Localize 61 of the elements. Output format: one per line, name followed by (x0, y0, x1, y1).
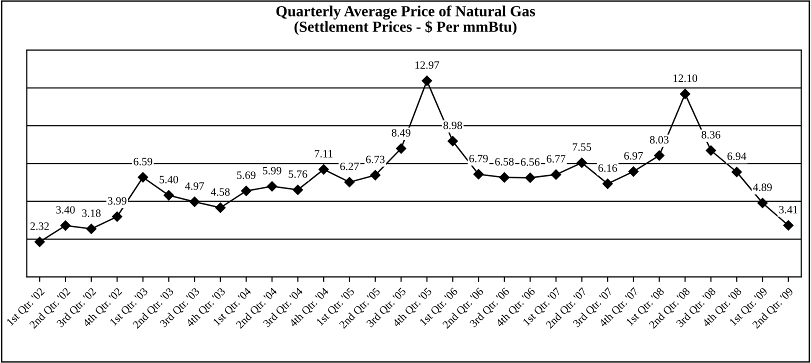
point (757, 198, 768, 208)
point (241, 186, 252, 196)
data-label: 5.40 (160, 176, 178, 184)
point (550, 169, 562, 180)
point (370, 170, 380, 180)
data-label: 6.27 (340, 162, 359, 170)
data-label: 6.94 (727, 152, 746, 160)
data-label: 7.55 (572, 143, 592, 151)
data-label: 5.69 (237, 171, 256, 179)
point (602, 178, 613, 189)
point (422, 76, 432, 86)
data-label: 7.11 (314, 150, 333, 158)
point (86, 224, 96, 234)
data-label: 5.76 (288, 170, 308, 178)
data-label: 6.16 (598, 164, 618, 172)
data-label: 6.58 (495, 158, 514, 166)
point (473, 169, 484, 180)
data-label: 8.36 (702, 131, 720, 139)
point (164, 190, 174, 200)
point (318, 164, 329, 175)
data-label: 6.73 (366, 156, 385, 164)
data-label: 3.41 (779, 206, 798, 214)
point (783, 220, 794, 231)
point (266, 181, 278, 192)
point (706, 145, 716, 156)
data-label: 12.97 (415, 61, 440, 69)
point (215, 202, 226, 213)
data-label: 5.99 (262, 166, 282, 174)
point (396, 143, 406, 154)
point (680, 88, 690, 100)
data-label: 6.79 (469, 154, 488, 162)
point (60, 220, 71, 231)
chart-title: Quarterly Average Price of Natural Gas (Settlement Prices - $ Per mmBtu) (276, 5, 536, 35)
data-label: 4.89 (753, 184, 772, 192)
data-label: 4.97 (185, 182, 204, 190)
data-label: 12.10 (674, 74, 698, 82)
point (525, 172, 536, 183)
data-label: 6.59 (134, 158, 152, 166)
data-label: 3.18 (82, 209, 101, 217)
point (654, 150, 664, 161)
point (576, 158, 587, 168)
data-label: 8.03 (650, 136, 669, 144)
point (292, 184, 303, 195)
point (499, 172, 510, 183)
point (448, 136, 458, 146)
data-label: 8.49 (392, 129, 410, 137)
data-label: 2.32 (30, 222, 49, 230)
point (112, 212, 122, 222)
data-label: 3.40 (56, 206, 75, 214)
data-label: 8.98 (443, 122, 462, 130)
point (34, 236, 45, 247)
point (732, 166, 742, 178)
point (138, 172, 148, 182)
data-label: 6.56 (520, 158, 540, 166)
point (628, 166, 639, 177)
data-label: 6.97 (624, 152, 643, 160)
point (189, 196, 200, 207)
point (344, 177, 355, 188)
data-label: 4.58 (210, 188, 230, 196)
data-label: 3.99 (108, 197, 126, 205)
data-label: 6.77 (546, 155, 566, 163)
